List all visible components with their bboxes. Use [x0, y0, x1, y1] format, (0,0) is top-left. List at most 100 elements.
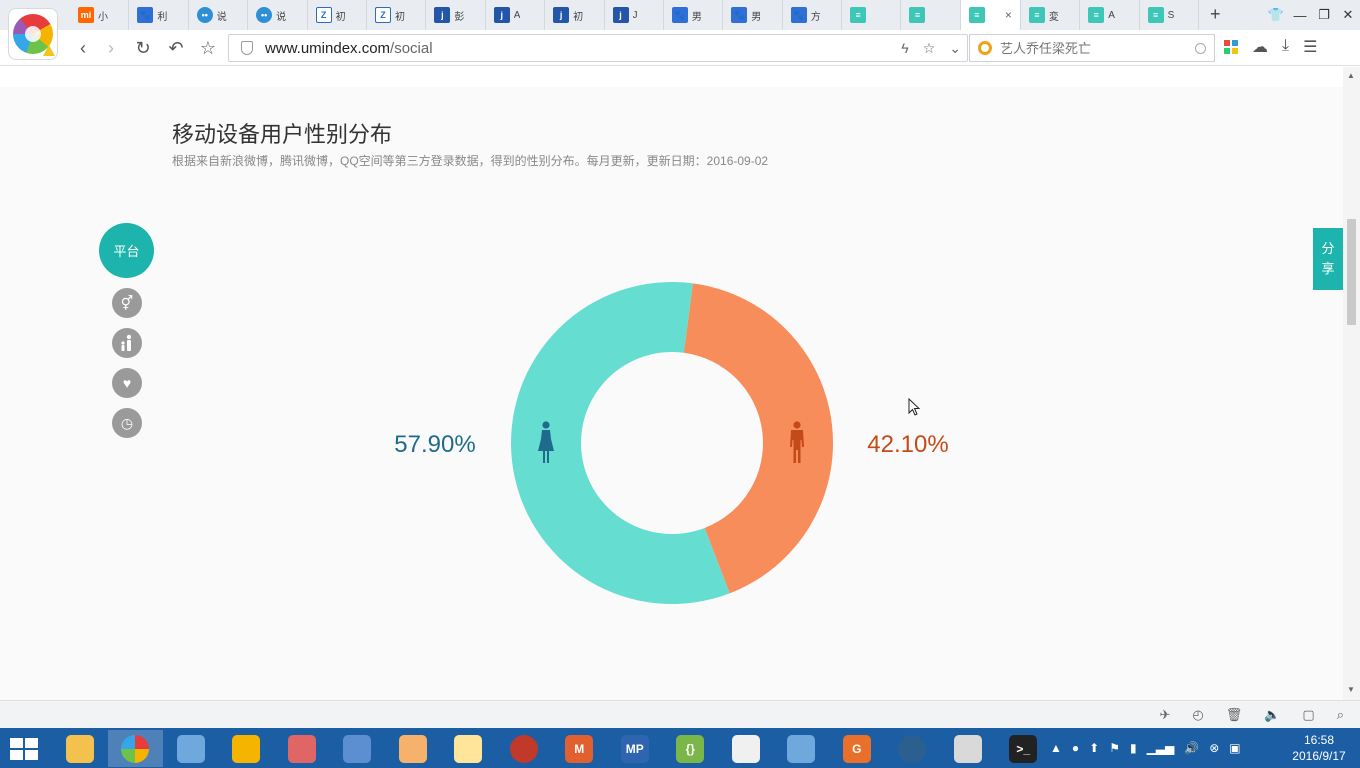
taskbar-app-chart[interactable]: [385, 730, 441, 767]
back-icon[interactable]: ‹: [80, 38, 86, 58]
page-title: 移动设备用户性别分布: [172, 122, 393, 147]
tray-expand-icon[interactable]: ▲: [1050, 741, 1062, 755]
family-icon[interactable]: [112, 328, 142, 358]
tray-app-icon[interactable]: ●: [1071, 741, 1080, 755]
taskbar-app-ball[interactable]: [496, 730, 552, 767]
taskbar-app-tool[interactable]: [219, 730, 275, 767]
browser-tab[interactable]: ≡ S: [1140, 0, 1200, 30]
browser-tab[interactable]: 🐾 利: [129, 0, 189, 30]
browser-tab[interactable]: ≡ A: [1080, 0, 1140, 30]
windows-start-icon[interactable]: [10, 738, 38, 760]
speed-icon[interactable]: ◴: [1192, 707, 1204, 722]
new-tab-button[interactable]: +: [1210, 4, 1221, 24]
bubble-favicon-icon: ••: [196, 7, 213, 23]
browser-tab[interactable]: 🐾 男: [723, 0, 783, 30]
taskbar-app-snip[interactable]: [330, 730, 386, 767]
trash-icon[interactable]: 🗑: [1225, 707, 1243, 722]
taskbar-app-brackets[interactable]: {}: [663, 730, 719, 767]
address-bar[interactable]: www.umindex.com/social ϟ ☆ ⌄: [228, 34, 968, 62]
undo-icon[interactable]: ↶: [168, 38, 184, 58]
apps-grid-icon[interactable]: [1224, 40, 1238, 54]
heart-icon[interactable]: ♥: [112, 368, 142, 398]
close-icon[interactable]: ✕: [1342, 7, 1354, 22]
pin-icon[interactable]: ✈: [1159, 707, 1171, 722]
nav-platform-button[interactable]: 平台: [99, 223, 154, 278]
taskbar-app-photos[interactable]: [774, 730, 830, 767]
page-scrollbar[interactable]: ▲ ▼: [1343, 67, 1360, 700]
tray-battery-icon[interactable]: ▮: [1129, 741, 1137, 755]
taskbar-app-search[interactable]: [274, 730, 330, 767]
window-icon[interactable]: ▢: [1302, 707, 1315, 722]
j-favicon-icon: j: [612, 7, 629, 23]
search-input[interactable]: [1000, 40, 1180, 56]
zoom-icon[interactable]: ⌕: [1336, 707, 1344, 722]
tray-volume-icon[interactable]: 🔊: [1184, 741, 1200, 755]
favorite-icon[interactable]: ☆: [199, 38, 217, 58]
taskbar-app-mail[interactable]: M: [552, 730, 608, 767]
tray-close-icon[interactable]: ⊗: [1209, 741, 1220, 755]
forward-icon[interactable]: ›: [108, 38, 114, 58]
taskbar-app-explorer[interactable]: [52, 730, 108, 767]
browser-tab[interactable]: •• 说: [189, 0, 249, 30]
donut-slice-male[interactable]: [683, 283, 834, 594]
scroll-up-icon[interactable]: ▲: [1347, 71, 1355, 80]
donut-slice-female[interactable]: [511, 281, 730, 604]
scroll-thumb[interactable]: [1347, 219, 1356, 325]
taskbar-app-pdf[interactable]: G: [829, 730, 885, 767]
taskbar-app-files[interactable]: [441, 730, 497, 767]
browser-tab[interactable]: ≡: [842, 0, 902, 30]
minimize-icon[interactable]: —: [1293, 7, 1307, 23]
clock-icon[interactable]: ◷: [112, 408, 142, 438]
skin-icon[interactable]: 👕: [1267, 7, 1285, 22]
taskbar-app-java[interactable]: [718, 730, 774, 767]
share-button[interactable]: 分 享: [1313, 228, 1343, 290]
lightning-icon[interactable]: ϟ: [901, 39, 909, 56]
cloud-icon[interactable]: ☁: [1252, 39, 1268, 56]
tray-flag-icon[interactable]: ⚑: [1109, 741, 1120, 755]
browser-tab[interactable]: 🐾 男: [664, 0, 724, 30]
gender-icon[interactable]: ⚥: [112, 288, 142, 318]
bookmark-star-icon[interactable]: ☆: [922, 39, 936, 56]
tray-update-icon[interactable]: ⬆: [1089, 741, 1100, 755]
taskbar-app-browser[interactable]: [107, 730, 163, 767]
tab-close-icon[interactable]: ×: [1004, 8, 1012, 22]
cmd-icon: >_: [1009, 734, 1038, 763]
restore-icon[interactable]: ❐: [1318, 7, 1330, 22]
taskbar-app-circle[interactable]: [885, 730, 941, 767]
menu-icon[interactable]: ☰: [1303, 39, 1318, 56]
tab-title: A: [1108, 9, 1115, 21]
taskbar-app-paint[interactable]: [163, 730, 219, 767]
search-bar[interactable]: [969, 34, 1215, 62]
reload-icon[interactable]: ↻: [135, 38, 151, 58]
tray-photo-icon[interactable]: ▣: [1229, 741, 1241, 755]
sound-icon[interactable]: 🔈: [1264, 707, 1281, 722]
download-icon[interactable]: ⤓: [1282, 37, 1290, 54]
browser-tab[interactable]: ≡ 変: [1021, 0, 1081, 30]
search-engine-icon[interactable]: [978, 41, 992, 55]
browser-tab[interactable]: ≡ ×: [960, 0, 1021, 30]
taskbar-app-mp[interactable]: MP: [607, 730, 663, 767]
clock[interactable]: 16:58 2016/9/17: [1286, 732, 1352, 764]
taskbar-app-cmd[interactable]: >_: [996, 730, 1052, 767]
tray-signal-icon[interactable]: ▁▃▅: [1146, 741, 1175, 755]
chevron-down-icon[interactable]: ⌄: [949, 39, 961, 56]
search-icon[interactable]: [1195, 42, 1206, 54]
browser-tab[interactable]: 🐾 方: [783, 0, 843, 30]
taskbar-app-eye[interactable]: [940, 730, 996, 767]
url-path: /social: [390, 39, 433, 57]
window-controls: 👕 — ❐ ✕: [1264, 0, 1360, 30]
tab-title: A: [513, 9, 521, 21]
browser-tab[interactable]: ≡: [901, 0, 961, 30]
scroll-down-icon[interactable]: ▼: [1347, 685, 1355, 694]
browser-tab[interactable]: mi 小: [70, 0, 130, 30]
browser-logo[interactable]: [8, 8, 58, 60]
url-text[interactable]: www.umindex.com/social: [265, 40, 433, 57]
browser-tab[interactable]: •• 说: [248, 0, 308, 30]
share-label: 享: [1321, 261, 1335, 276]
